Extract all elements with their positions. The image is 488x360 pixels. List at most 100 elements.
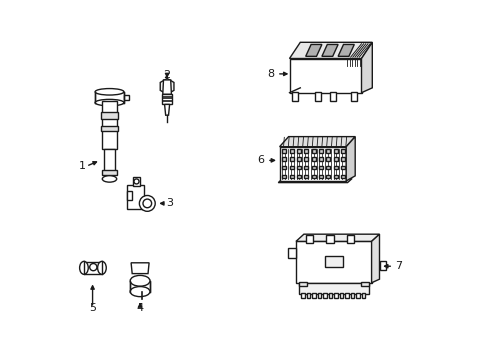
- Text: 4: 4: [136, 303, 143, 313]
- Polygon shape: [163, 80, 171, 94]
- Bar: [325, 235, 333, 243]
- Circle shape: [134, 179, 139, 184]
- Bar: [287, 248, 295, 258]
- Bar: [325, 175, 329, 178]
- Polygon shape: [346, 136, 354, 181]
- Bar: [345, 293, 348, 298]
- Bar: [318, 149, 322, 153]
- Bar: [289, 149, 293, 153]
- Bar: [127, 191, 132, 200]
- Bar: [339, 293, 343, 298]
- Polygon shape: [371, 234, 379, 283]
- Bar: [282, 166, 285, 169]
- Bar: [311, 166, 315, 169]
- Polygon shape: [295, 234, 379, 241]
- Bar: [304, 157, 307, 161]
- Text: 1: 1: [79, 161, 86, 171]
- Bar: [325, 149, 329, 153]
- Polygon shape: [279, 147, 346, 181]
- Bar: [312, 293, 315, 298]
- Bar: [292, 92, 298, 100]
- Bar: [350, 293, 354, 298]
- Bar: [133, 177, 140, 186]
- Bar: [325, 157, 329, 161]
- Circle shape: [139, 195, 155, 211]
- Bar: [318, 166, 322, 169]
- Bar: [301, 293, 305, 298]
- Bar: [311, 157, 315, 161]
- Polygon shape: [337, 44, 354, 56]
- Bar: [84, 262, 102, 274]
- Bar: [334, 293, 337, 298]
- Bar: [304, 166, 307, 169]
- Bar: [282, 157, 285, 161]
- Bar: [102, 170, 117, 175]
- Polygon shape: [95, 92, 123, 103]
- Bar: [340, 175, 344, 178]
- Bar: [282, 175, 285, 178]
- Bar: [340, 166, 344, 169]
- Text: 6: 6: [257, 156, 264, 165]
- Polygon shape: [279, 136, 354, 147]
- Bar: [311, 149, 315, 153]
- Bar: [289, 166, 293, 169]
- Bar: [356, 293, 359, 298]
- Bar: [162, 94, 172, 104]
- Polygon shape: [131, 263, 149, 274]
- Bar: [351, 92, 356, 100]
- Polygon shape: [289, 58, 361, 93]
- Polygon shape: [278, 179, 351, 183]
- Bar: [333, 157, 337, 161]
- Ellipse shape: [95, 89, 123, 95]
- Text: 8: 8: [267, 69, 274, 79]
- Ellipse shape: [130, 275, 150, 286]
- Bar: [325, 166, 329, 169]
- Bar: [333, 175, 337, 178]
- Ellipse shape: [102, 176, 117, 182]
- Circle shape: [89, 264, 97, 271]
- Polygon shape: [164, 104, 169, 115]
- Bar: [324, 256, 342, 267]
- Text: 2: 2: [163, 69, 170, 80]
- Ellipse shape: [98, 261, 106, 274]
- Bar: [296, 157, 300, 161]
- Bar: [289, 175, 293, 178]
- Bar: [360, 282, 368, 286]
- Circle shape: [142, 199, 151, 208]
- Bar: [127, 185, 143, 209]
- Bar: [296, 175, 300, 178]
- Bar: [101, 126, 118, 131]
- Bar: [318, 157, 322, 161]
- Bar: [318, 175, 322, 178]
- Bar: [361, 293, 365, 298]
- Bar: [340, 157, 344, 161]
- Ellipse shape: [130, 287, 150, 297]
- Bar: [329, 92, 335, 100]
- Bar: [298, 283, 368, 294]
- Polygon shape: [321, 44, 337, 56]
- Bar: [102, 101, 117, 149]
- Ellipse shape: [95, 99, 123, 106]
- Bar: [305, 235, 312, 243]
- Bar: [340, 149, 344, 153]
- Polygon shape: [130, 281, 149, 292]
- Bar: [346, 235, 353, 243]
- Text: 5: 5: [89, 303, 96, 313]
- Text: 3: 3: [166, 198, 173, 208]
- Bar: [333, 166, 337, 169]
- Polygon shape: [295, 241, 371, 283]
- Bar: [379, 261, 385, 270]
- Bar: [289, 157, 293, 161]
- Bar: [282, 149, 285, 153]
- Polygon shape: [160, 78, 174, 94]
- Bar: [296, 166, 300, 169]
- Bar: [304, 175, 307, 178]
- Bar: [304, 149, 307, 153]
- Bar: [306, 293, 310, 298]
- Bar: [101, 112, 118, 119]
- Bar: [311, 175, 315, 178]
- Bar: [296, 149, 300, 153]
- Bar: [103, 149, 115, 171]
- Bar: [328, 293, 332, 298]
- Bar: [323, 293, 326, 298]
